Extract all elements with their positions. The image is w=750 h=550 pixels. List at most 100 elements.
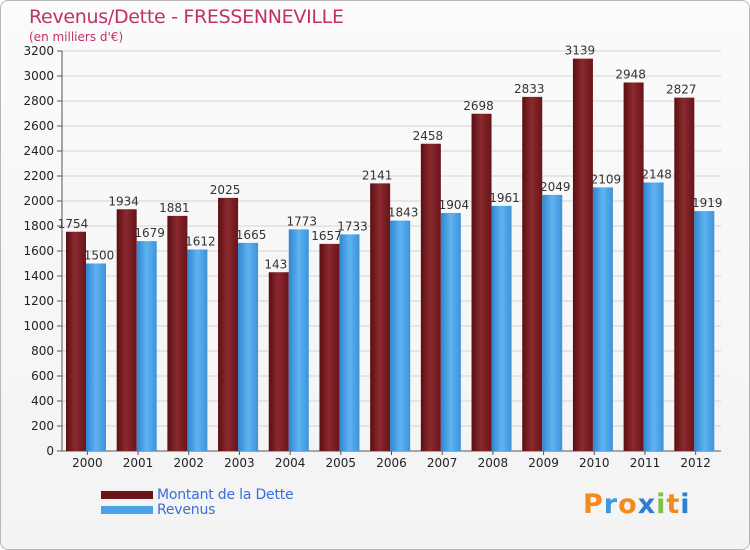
data-label-dette: 2458	[413, 129, 444, 143]
bar-dette	[623, 82, 644, 451]
data-label-dette: 2827	[666, 83, 697, 97]
data-label-dette: 1657	[311, 229, 342, 243]
bar-dette	[218, 197, 239, 451]
bar-revenus	[694, 211, 715, 451]
data-label-dette: 3139	[565, 44, 596, 58]
data-label-revenus: 1733	[337, 219, 368, 233]
data-label-revenus: 1500	[84, 249, 115, 263]
x-tick-label: 2002	[173, 456, 204, 470]
bar-dette	[420, 143, 441, 451]
x-tick-label: 2003	[224, 456, 255, 470]
y-tick-label: 3000	[23, 69, 54, 83]
bar-revenus	[288, 229, 309, 451]
bar-revenus	[491, 205, 512, 451]
legend-swatch-revenus	[101, 506, 153, 514]
data-label-revenus: 2049	[540, 180, 571, 194]
data-label-dette: 2025	[210, 183, 241, 197]
y-tick-label: 1400	[23, 269, 54, 283]
x-tick-label: 2008	[478, 456, 509, 470]
logo-letter: o	[618, 489, 638, 520]
data-label-revenus: 1679	[134, 226, 165, 240]
logo-letter: i	[656, 489, 667, 520]
y-tick-label: 2000	[23, 194, 54, 208]
data-label-dette: 2698	[463, 99, 494, 113]
data-label-revenus: 1904	[439, 198, 470, 212]
chart-title: Revenus/Dette - FRESSENNEVILLE	[29, 6, 344, 28]
logo-letter: x	[637, 489, 657, 520]
logo-letter: P	[583, 489, 604, 520]
bar-dette	[319, 243, 340, 451]
data-label-dette: 1934	[108, 194, 139, 208]
x-tick-label: 2010	[579, 456, 610, 470]
y-tick-label: 200	[31, 419, 54, 433]
x-tick-label: 2005	[326, 456, 357, 470]
bar-dette	[674, 97, 695, 451]
y-tick-label: 2600	[23, 119, 54, 133]
bars	[66, 58, 715, 451]
logo-letter: t	[666, 489, 681, 520]
bar-dette	[572, 58, 593, 451]
data-label-revenus: 1612	[185, 235, 216, 249]
bar-dette	[268, 272, 289, 451]
y-tick-label: 800	[31, 344, 54, 358]
bar-revenus	[592, 187, 613, 451]
data-label-revenus: 1665	[236, 228, 267, 242]
bar-revenus	[643, 182, 664, 451]
data-label-dette: 2833	[514, 82, 545, 96]
data-label-revenus: 1843	[388, 206, 419, 220]
bar-revenus	[339, 234, 360, 451]
bar-revenus	[440, 213, 461, 451]
y-tick-label: 600	[31, 369, 54, 383]
data-label-dette: 2948	[615, 68, 646, 82]
y-tick-label: 1000	[23, 319, 54, 333]
data-label-revenus: 1961	[489, 191, 520, 205]
bar-revenus	[390, 220, 411, 451]
bar-dette	[370, 183, 391, 451]
bar-dette	[167, 215, 188, 451]
bar-revenus	[238, 242, 259, 451]
legend-swatch-dette	[101, 491, 153, 499]
y-tick-label: 2800	[23, 94, 54, 108]
x-tick-label: 2009	[528, 456, 559, 470]
bar-dette	[66, 231, 86, 451]
x-tick-label: 2006	[376, 456, 407, 470]
data-label-dette: 143	[264, 257, 287, 271]
y-tick-label: 400	[31, 394, 54, 408]
data-label-revenus: 2148	[641, 168, 672, 182]
y-tick-label: 2400	[23, 144, 54, 158]
data-label-dette: 1881	[159, 201, 190, 215]
x-tick-label: 2012	[680, 456, 711, 470]
bar-dette	[522, 96, 543, 451]
x-tick-label: 2007	[427, 456, 458, 470]
y-tick-label: 1600	[23, 244, 54, 258]
data-label-revenus: 2109	[591, 172, 622, 186]
y-tick-label: 1800	[23, 219, 54, 233]
axes: 0 200 400 600 800 1000 1200 1400 1600 1800 2000 220…	[23, 44, 721, 470]
legend-label-dette: Montant de la Dette	[157, 487, 294, 503]
data-label-revenus: 1773	[286, 214, 317, 228]
logo-letter: r	[603, 489, 619, 520]
x-tick-label: 2001	[123, 456, 154, 470]
data-label-dette: 1754	[58, 217, 89, 231]
y-tick-label: 0	[46, 444, 54, 458]
y-tick-label: 2200	[23, 169, 54, 183]
y-tick-label: 1200	[23, 294, 54, 308]
logo-letter: i	[680, 489, 691, 520]
bar-revenus	[86, 263, 106, 451]
chart-subtitle: (en milliers d'€)	[29, 30, 124, 44]
x-tick-label: 2011	[630, 456, 661, 470]
bar-revenus	[136, 241, 157, 451]
legend-label-revenus: Revenus	[157, 502, 216, 518]
x-tick-label: 2000	[72, 456, 103, 470]
data-label-dette: 2141	[362, 168, 393, 182]
bar-dette	[471, 113, 492, 451]
data-labels: 1754150019341679188116122025166514317731…	[58, 44, 723, 272]
x-tick-label: 2004	[275, 456, 306, 470]
data-label-revenus: 1919	[692, 196, 723, 210]
bar-dette	[116, 209, 137, 451]
bar-revenus	[187, 249, 208, 451]
y-tick-label: 3200	[23, 44, 54, 58]
bar-revenus	[542, 194, 563, 451]
